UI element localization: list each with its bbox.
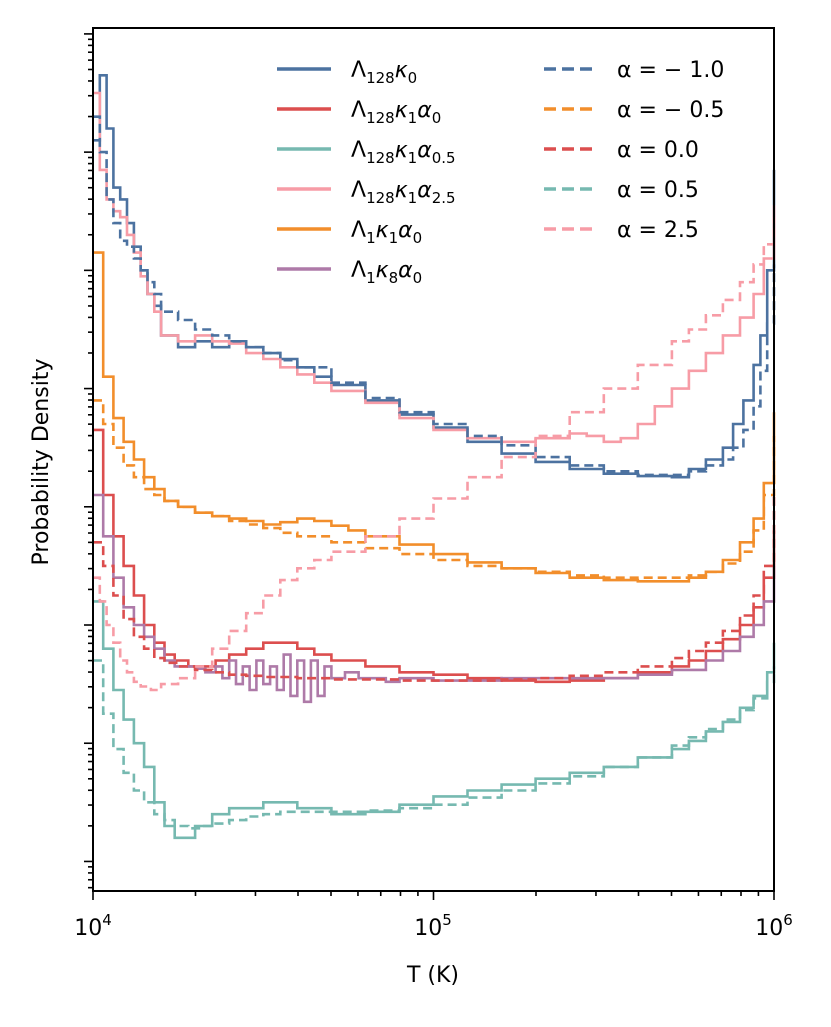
legend-label: α = 0.0: [617, 138, 699, 163]
legend-entry: Λ1κ1α0: [277, 218, 422, 247]
series-line-3: [93, 251, 776, 583]
legend-entry: Λ128κ1α0: [277, 98, 441, 127]
legend-entry: Λ128κ1α2.5: [277, 178, 456, 207]
legend-label: Λ128κ1α0.5: [351, 138, 456, 167]
ticks-layer: [84, 33, 775, 900]
legend-entry: α = 0.5: [544, 178, 699, 203]
x-tick-label-1e6: 106: [755, 911, 793, 941]
series-line-10: [93, 659, 776, 830]
legend-label: α = 0.5: [617, 178, 699, 203]
series-line-7: [93, 115, 776, 477]
legend-entry: α = 0.0: [544, 138, 699, 163]
legend-label: Λ1κ8α0: [351, 258, 422, 287]
legend-entry: α = − 0.5: [544, 98, 724, 123]
legend-right-column: α = − 1.0 α = − 0.5 α = 0.0 α = 0.5 α = …: [544, 58, 724, 243]
legend-entry: α = − 1.0: [544, 58, 724, 83]
series-line-2: [93, 600, 776, 840]
series-layer: [93, 74, 776, 840]
legend-label: Λ128κ0: [351, 58, 417, 87]
series-line-6: [93, 91, 776, 444]
series-line-9: [93, 495, 776, 682]
series-line-5: [93, 493, 776, 704]
series-line-11: [93, 217, 776, 692]
legend-label: Λ128κ1α2.5: [351, 178, 456, 207]
legend-left-column: Λ128κ0 Λ128κ1α0 Λ128κ1α0.5 Λ128κ1α2.5 Λ1…: [277, 58, 456, 287]
legend: Λ128κ0 Λ128κ1α0 Λ128κ1α0.5 Λ128κ1α2.5 Λ1…: [277, 58, 724, 287]
x-tick-label-1e5: 105: [414, 911, 452, 941]
legend-label: α = − 1.0: [617, 58, 724, 83]
x-tick-labels: 104 105 106: [74, 911, 793, 941]
x-axis-title: T (K): [406, 963, 459, 988]
x-tick-label-1e4: 104: [74, 911, 112, 941]
y-axis-title: Probability Density: [29, 359, 54, 566]
legend-entry: α = 2.5: [544, 218, 699, 243]
legend-entry: Λ128κ0: [277, 58, 417, 87]
series-line-4: [93, 428, 776, 684]
legend-label: α = − 0.5: [617, 98, 724, 123]
series-line-8: [93, 399, 776, 579]
legend-entry: Λ1κ8α0: [277, 258, 422, 287]
legend-label: Λ1κ1α0: [351, 218, 422, 247]
legend-entry: Λ128κ1α0.5: [277, 138, 456, 167]
legend-label: α = 2.5: [617, 218, 699, 243]
legend-label: Λ128κ1α0: [351, 98, 441, 127]
